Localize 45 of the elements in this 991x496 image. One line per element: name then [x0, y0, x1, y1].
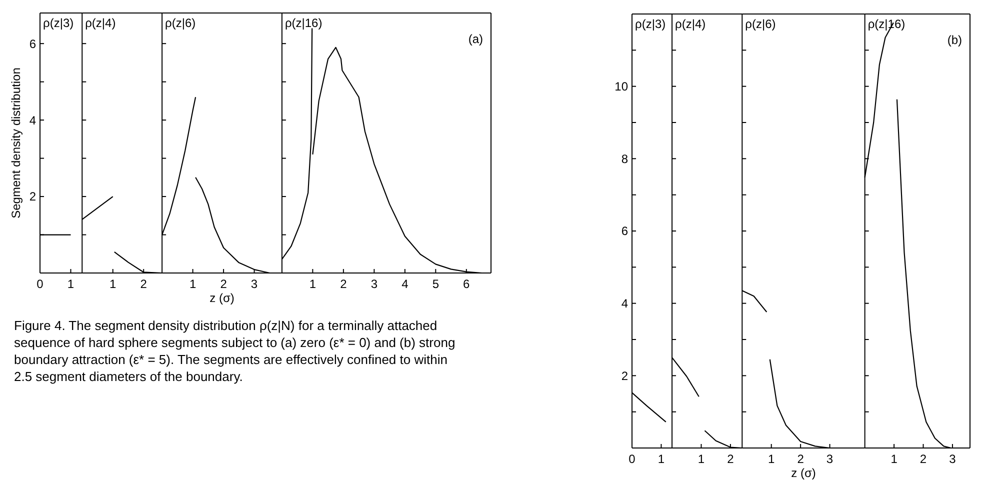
x-tick-label: 6 — [463, 277, 470, 291]
x-tick-label: 2 — [797, 452, 804, 466]
chart-title: ρ(z|16) — [868, 17, 906, 31]
x-tick-label: 4 — [402, 277, 409, 291]
y-tick-label: 2 — [621, 368, 628, 383]
chart-title: ρ(z|16) — [284, 16, 322, 30]
chart-title: ρ(z|3) — [43, 16, 74, 30]
y-tick-label: 4 — [621, 296, 628, 311]
chart-title: ρ(z|4) — [85, 16, 116, 30]
x-tick-label: 3 — [949, 452, 956, 466]
chart-title: ρ(z|6) — [165, 16, 196, 30]
x-tick-label: 1 — [890, 452, 898, 466]
x-tick-label: 2 — [920, 452, 927, 466]
x-tick-label: 2 — [340, 277, 348, 291]
y-axis-title: Segment density distribution — [9, 68, 23, 218]
x-tick-label: 1 — [110, 277, 117, 291]
y-tick-label: 2 — [29, 190, 36, 204]
x-tick-label: 0 — [628, 452, 636, 466]
y-tick-label: 8 — [621, 152, 628, 166]
x-tick-label: 3 — [826, 452, 834, 466]
chart-title: ρ(z|3) — [635, 17, 666, 31]
chart-title: ρ(z|6) — [745, 17, 776, 31]
x-tick-label: 0 — [36, 277, 44, 291]
caption: Figure 4. The segment density distribution ρ(z|N) for a terminally attached sequence of hard sphere segments subject to (a) zero (ε* = 0) and (b) strong boundary attraction (ε* = 5). The segments are effectively confined to within 2.5 segment diameters of the boundary. — [14, 318, 456, 384]
annotation: (b) — [947, 33, 962, 47]
x-tick-label: 3 — [250, 277, 258, 291]
x-tick-label: 3 — [370, 277, 378, 291]
x-axis-title: z (σ) — [791, 466, 816, 480]
x-tick-label: 1 — [189, 277, 196, 291]
chart-title: ρ(z|4) — [675, 17, 706, 31]
x-tick-label: 1 — [658, 452, 665, 466]
y-tick-label: 10 — [614, 80, 628, 94]
y-tick-label: 4 — [29, 113, 36, 128]
x-tick-label: 1 — [309, 277, 316, 291]
y-tick-label: 6 — [621, 224, 628, 238]
x-tick-label: 5 — [432, 277, 440, 291]
x-tick-label: 2 — [220, 277, 228, 291]
annotation: (a) — [468, 32, 483, 46]
x-axis-title: z (σ) — [210, 291, 234, 305]
x-tick-label: 2 — [140, 277, 148, 291]
x-tick-label: 1 — [768, 452, 776, 466]
x-tick-label: 2 — [727, 452, 734, 466]
x-tick-label: 1 — [698, 452, 705, 466]
x-tick-label: 1 — [67, 277, 74, 291]
y-tick-label: 6 — [29, 36, 36, 51]
